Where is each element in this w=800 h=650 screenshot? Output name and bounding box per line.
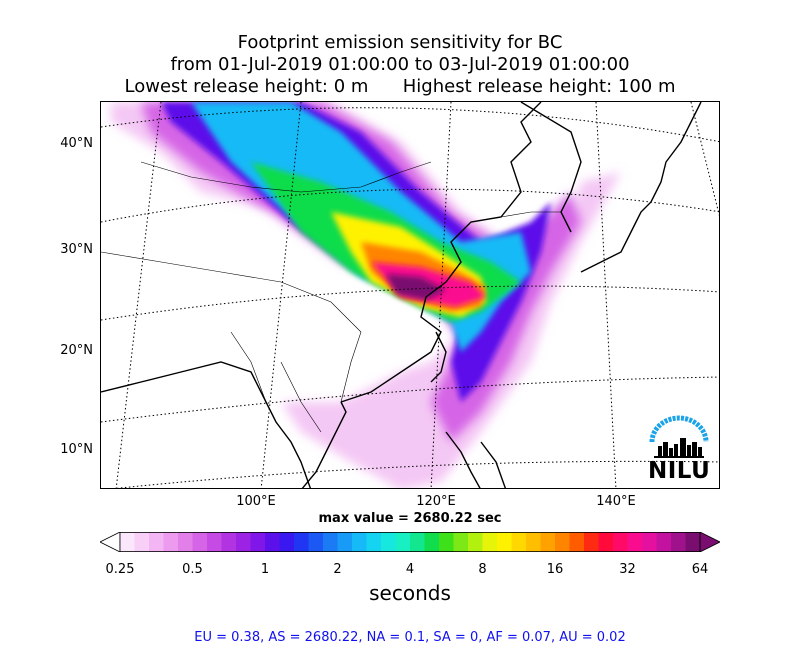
colorbar-cell [439, 532, 455, 552]
colorbar-cell [526, 532, 542, 552]
map-panel [100, 101, 720, 489]
colorbar-tick-label: 32 [619, 562, 636, 577]
lat-label-20n: 20°N [60, 343, 93, 358]
colorbar-cell [482, 532, 498, 552]
colorbar-tick-label: 4 [405, 562, 415, 577]
colorbar-tick-label: 0.25 [105, 562, 135, 577]
colorbar-cell [453, 532, 469, 552]
max-value-label: max value = 2680.22 sec [318, 511, 502, 526]
colorbar-cell [410, 532, 426, 552]
colorbar-cell [584, 532, 600, 552]
colorbar-cell [366, 532, 382, 552]
coastlines [101, 102, 702, 488]
highest-release-height: Highest release height: 100 m [402, 76, 676, 97]
footprint-map [101, 102, 719, 488]
colorbar-tick-label: 2 [333, 562, 342, 577]
lon-label-100e: 100°E [236, 494, 276, 509]
lon-label-120e: 120°E [416, 494, 456, 509]
colorbar-cell [120, 532, 136, 552]
colorbar-cell [207, 532, 223, 552]
country-borders [101, 161, 561, 433]
colorbar-cell [323, 532, 339, 552]
colorbar-cell [178, 532, 194, 552]
nilu-logo-graphic [649, 415, 709, 458]
colorbar-cell [250, 532, 266, 552]
colorbar-cell [671, 532, 687, 552]
colorbar-cell [424, 532, 440, 552]
colorbar-cell [265, 532, 281, 552]
colorbar-cell [468, 532, 484, 552]
title-line-3: Lowest release height: 0 m Highest relea… [0, 76, 800, 98]
colorbar-cell [685, 532, 701, 552]
colorbar-frame [119, 532, 701, 553]
colorbar-max-extend [699, 531, 721, 553]
colorbar-cell [221, 532, 237, 552]
colorbar-tick-label: 0.5 [182, 562, 203, 577]
colorbar-cell [381, 532, 397, 552]
colorbar-cell [613, 532, 629, 552]
colorbar-unit: seconds [369, 581, 451, 605]
colorbar-cell [294, 532, 310, 552]
colorbar-cell [656, 532, 672, 552]
colorbar-cell [236, 532, 252, 552]
colorbar-cell [337, 532, 353, 552]
colorbar-cell [511, 532, 527, 552]
title-line-2: from 01-Jul-2019 01:00:00 to 03-Jul-2019… [170, 54, 630, 75]
colorbar-cell [497, 532, 513, 552]
region-sensitivities: EU = 0.38, AS = 2680.22, NA = 0.1, SA = … [194, 630, 626, 645]
colorbar [99, 531, 721, 553]
colorbar-tick-label: 64 [691, 562, 709, 577]
colorbar-cell [555, 532, 571, 552]
lat-label-40n: 40°N [60, 136, 93, 151]
colorbar-cell [569, 532, 585, 552]
colorbar-cell [149, 532, 165, 552]
colorbar-cell [642, 532, 658, 552]
lat-label-30n: 30°N [60, 242, 93, 257]
colorbar-cell [395, 532, 411, 552]
nilu-logo-text: NILU [648, 458, 711, 484]
lat-label-10n: 10°N [60, 442, 93, 457]
graticule [101, 102, 719, 488]
colorbar-cell [163, 532, 179, 552]
colorbar-cell [598, 532, 614, 552]
lon-label-140e: 140°E [596, 494, 636, 509]
colorbar-cell [279, 532, 295, 552]
lowest-release-height: Lowest release height: 0 m [124, 76, 369, 97]
colorbar-cell [540, 532, 556, 552]
title-line-1: Footprint emission sensitivity for BC [237, 32, 563, 53]
colorbar-cell [627, 532, 643, 552]
nilu-logo [644, 412, 714, 484]
colorbar-cell [192, 532, 208, 552]
colorbar-cell [352, 532, 368, 552]
colorbar-tick-label: 1 [260, 562, 270, 577]
colorbar-tick-label: 8 [478, 562, 487, 577]
colorbar-tick-label: 16 [546, 562, 564, 577]
colorbar-graphic [99, 531, 721, 553]
colorbar-cell [308, 532, 324, 552]
plume-0.25 [111, 102, 621, 488]
colorbar-cell [134, 532, 150, 552]
colorbar-min-extend [99, 531, 121, 553]
